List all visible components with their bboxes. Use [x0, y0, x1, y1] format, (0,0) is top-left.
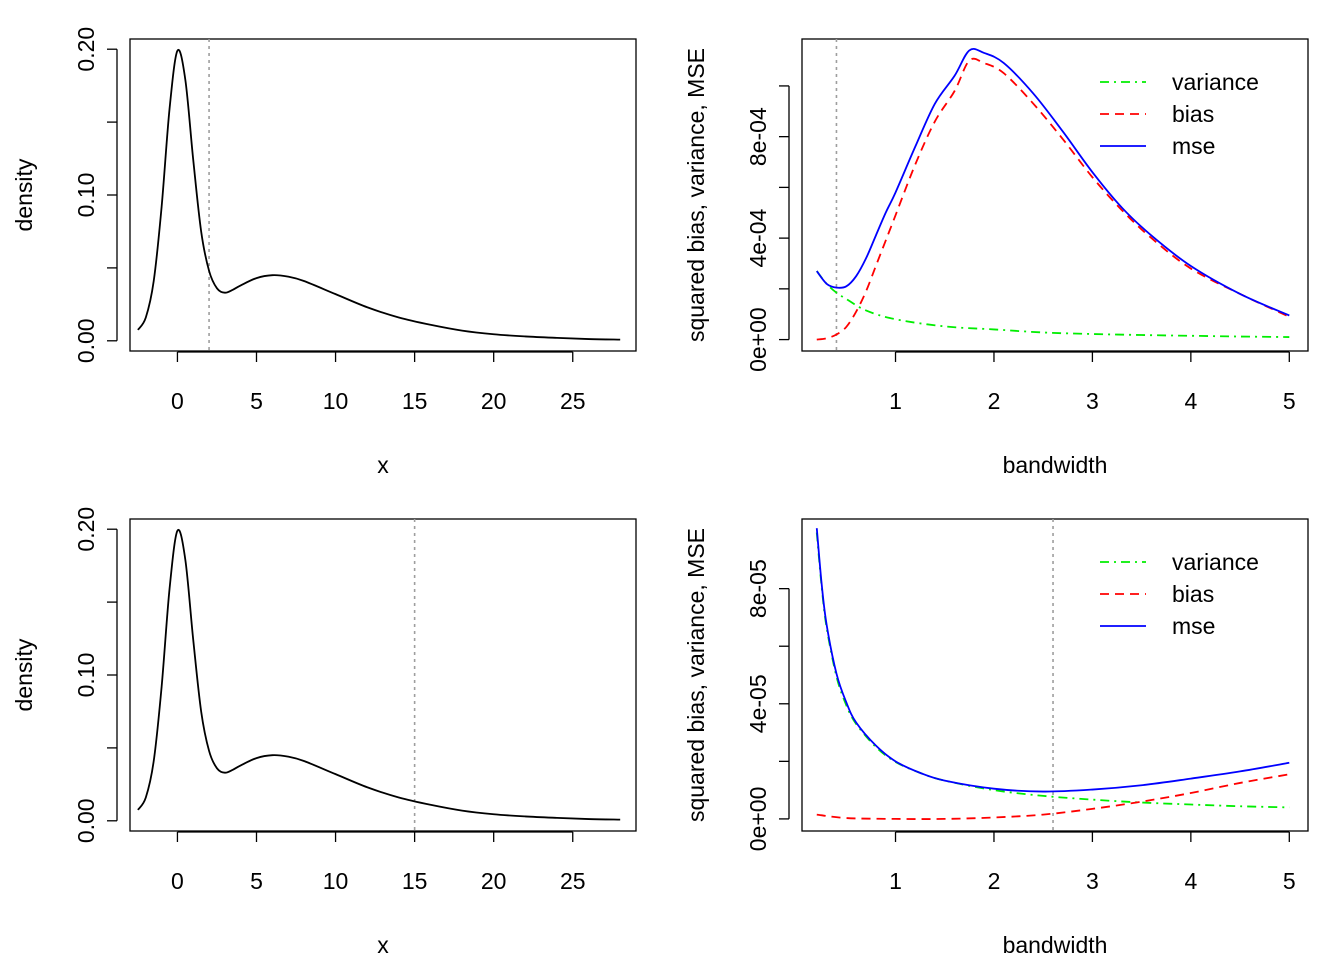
x-tick-label: 10 [323, 388, 349, 414]
x-tick-label: 15 [402, 868, 428, 894]
x-tick-label: 0 [171, 868, 184, 894]
legend: variance bias mse [1100, 549, 1259, 639]
x-tick-label: 3 [1086, 388, 1099, 414]
legend-label: mse [1172, 133, 1215, 159]
y-tick-label: 4e-04 [745, 209, 771, 268]
series-line-mse [815, 528, 1290, 793]
chart-panel-bottom-left: 0 5 10 15 20 25 0.00 0.10 0.20 x density [11, 507, 637, 958]
x-tick-label: 25 [560, 388, 586, 414]
y-tick-label: 0e+00 [745, 307, 771, 372]
plot-frame [129, 38, 637, 352]
chart-panel-bottom-right: 1 2 3 4 5 0e+00 4e-05 8e-05 bandwidth squared bia… [683, 518, 1309, 958]
y-axis-title: density [11, 638, 37, 711]
x-tick-label: 0 [171, 388, 184, 414]
x-axis-title: bandwidth [1003, 452, 1108, 478]
chart-panel-top-left: 0 5 10 15 20 25 0.00 0.10 0.20 x density [11, 27, 637, 478]
legend: variance bias mse [1100, 69, 1259, 159]
x-tick-label: 5 [250, 388, 263, 414]
series-line-variance [816, 270, 1290, 338]
y-tick-label: 8e-05 [745, 559, 771, 618]
y-tick-label: 0.20 [73, 27, 99, 72]
legend-label: variance [1172, 549, 1259, 575]
y-tick-label: 0.10 [73, 173, 99, 218]
y-tick-label: 8e-04 [745, 107, 771, 166]
y-axis-title: density [11, 158, 37, 231]
legend-label: variance [1172, 69, 1259, 95]
legend-label: bias [1172, 101, 1214, 127]
x-tick-label: 2 [988, 388, 1001, 414]
x-tick-label: 3 [1086, 868, 1099, 894]
y-axis-title: squared bias, variance, MSE [683, 528, 709, 822]
x-tick-label: 1 [889, 388, 902, 414]
x-tick-label: 10 [323, 868, 349, 894]
x-tick-label: 15 [402, 388, 428, 414]
x-tick-label: 20 [481, 388, 507, 414]
x-tick-label: 5 [1283, 868, 1296, 894]
y-tick-label: 0.10 [73, 653, 99, 698]
legend-label: bias [1172, 581, 1214, 607]
x-axis-title: x [377, 452, 389, 478]
x-tick-label: 4 [1184, 388, 1197, 414]
legend-label: mse [1172, 613, 1215, 639]
x-axis-title: x [377, 932, 389, 958]
x-tick-label: 1 [889, 868, 902, 894]
y-tick-label: 4e-05 [745, 674, 771, 733]
series-line-mse [816, 48, 1290, 317]
y-tick-label: 0.00 [73, 798, 99, 843]
series-line [137, 48, 621, 341]
y-axis-title: squared bias, variance, MSE [683, 48, 709, 342]
series-line-bias [816, 57, 1290, 341]
y-tick-label: 0e+00 [745, 787, 771, 852]
series-line [137, 528, 621, 821]
plot-frame [801, 38, 1309, 352]
x-tick-label: 5 [1283, 388, 1296, 414]
y-tick-label: 0.00 [73, 318, 99, 363]
x-tick-label: 5 [250, 868, 263, 894]
x-tick-label: 2 [988, 868, 1001, 894]
series-line-bias [816, 773, 1290, 820]
x-tick-label: 20 [481, 868, 507, 894]
x-tick-label: 4 [1184, 868, 1197, 894]
chart-panel-top-right: 1 2 3 4 5 0e+00 4e-04 8e-04 bandwidth squared bia… [683, 38, 1309, 478]
x-axis-title: bandwidth [1003, 932, 1108, 958]
plot-frame [801, 518, 1309, 832]
x-tick-label: 25 [560, 868, 586, 894]
plot-frame [129, 518, 637, 832]
y-tick-label: 0.20 [73, 507, 99, 552]
